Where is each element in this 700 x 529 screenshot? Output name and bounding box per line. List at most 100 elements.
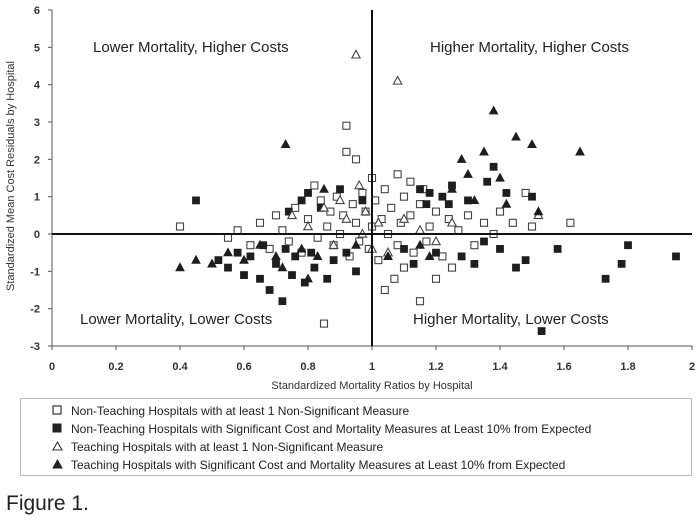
data-point-open-square: [291, 203, 300, 212]
data-point-open-square: [409, 248, 418, 257]
x-tick-label: 1.8: [620, 361, 635, 373]
data-point-filled-square: [291, 252, 300, 261]
data-point-open-square: [470, 241, 479, 250]
data-point-open-square: [316, 196, 325, 205]
data-point-filled-triangle: [271, 251, 281, 261]
y-tick-label: 1: [34, 192, 40, 204]
data-point-filled-square: [624, 241, 632, 250]
data-point-open-square: [342, 147, 351, 156]
data-point-open-square: [319, 319, 329, 328]
data-point-open-square: [566, 218, 575, 227]
data-point-open-square: [431, 207, 441, 216]
data-point-filled-triangle: [239, 254, 249, 264]
x-tick-label: 1.4: [492, 361, 508, 373]
data-point-open-square: [415, 200, 425, 209]
data-point-open-triangle: [341, 213, 352, 223]
data-point-open-square: [387, 203, 396, 212]
data-point-open-square: [313, 233, 322, 242]
data-point-filled-triangle: [351, 239, 361, 249]
data-point-filled-triangle: [223, 247, 233, 257]
data-point-filled-triangle: [303, 273, 313, 283]
y-tick-label: -1: [30, 266, 40, 278]
data-point-filled-triangle: [383, 251, 393, 261]
legend-item-non-teaching-nonsig: Non-Teaching Hospitals with at least 1 N…: [49, 403, 409, 419]
data-point-filled-square: [323, 274, 332, 283]
x-tick-label: 0.6: [236, 361, 251, 373]
data-point-filled-triangle: [447, 183, 457, 193]
data-point-filled-triangle: [488, 105, 499, 115]
data-point-open-square: [380, 285, 389, 295]
y-tick-label: -3: [30, 341, 40, 353]
y-tick-label: -2: [30, 304, 40, 316]
legend-item-non-teaching-sig: Non-Teaching Hospitals with Significant …: [49, 421, 591, 437]
data-point-filled-square: [537, 327, 546, 335]
data-point-filled-square: [470, 259, 479, 268]
data-point-open-square: [431, 274, 441, 283]
data-point-filled-square: [342, 248, 351, 257]
data-point-filled-triangle: [415, 239, 425, 249]
legend-label: Teaching Hospitals with Significant Cost…: [71, 458, 566, 472]
data-point-open-square: [374, 256, 383, 265]
data-point-filled-triangle: [495, 172, 505, 182]
data-point-filled-square: [214, 256, 223, 265]
data-point-filled-triangle: [527, 139, 537, 149]
data-point-open-square: [380, 185, 389, 194]
data-point-filled-square: [297, 196, 306, 205]
y-tick-label: 4: [34, 80, 41, 92]
data-point-filled-square: [457, 252, 466, 261]
data-point-filled-square: [422, 200, 431, 209]
data-point-open-square: [246, 241, 255, 250]
y-tick-label: 5: [34, 42, 40, 54]
data-point-open-square: [399, 192, 409, 201]
quadrant-label-bottom-right: Higher Mortality, Lower Costs: [413, 311, 609, 328]
data-point-open-square: [399, 263, 409, 272]
data-point-filled-square: [512, 263, 520, 272]
legend-item-teaching-nonsig: Teaching Hospitals with at least 1 Non-S…: [49, 439, 383, 455]
data-point-filled-triangle: [469, 195, 480, 205]
legend-item-teaching-sig: Teaching Hospitals with Significant Cost…: [49, 457, 565, 473]
data-point-filled-square: [444, 200, 453, 209]
data-point-open-triangle: [446, 217, 458, 227]
data-point-open-square: [463, 211, 473, 220]
data-point-filled-square: [281, 245, 290, 253]
data-point-filled-square: [416, 185, 424, 194]
data-point-filled-square: [672, 252, 680, 261]
x-axis-title: Standardized Mortality Ratios by Hospita…: [271, 380, 472, 392]
open-triangle-icon: [49, 440, 65, 454]
data-point-filled-square: [358, 196, 367, 205]
data-point-open-square: [393, 170, 402, 179]
data-point-filled-triangle: [312, 251, 323, 261]
data-point-open-square: [265, 244, 274, 253]
data-point-open-square: [406, 177, 415, 186]
data-point-open-square: [422, 237, 431, 246]
data-point-open-triangle: [354, 179, 365, 190]
open-square-icon: [49, 404, 65, 418]
data-point-open-square: [351, 218, 361, 227]
quadrant-label-top-left: Lower Mortality, Higher Costs: [93, 39, 289, 56]
data-point-filled-square: [246, 252, 255, 261]
data-point-open-square: [271, 211, 281, 220]
data-point-filled-square: [265, 286, 274, 294]
y-axis-ticks: 6 5 4 3 2 1 0 -1 -2 -3: [30, 5, 52, 353]
data-point-filled-square: [352, 267, 360, 276]
quadrant-label-bottom-left: Lower Mortality, Lower Costs: [80, 311, 272, 328]
data-point-open-square: [233, 226, 242, 235]
y-tick-label: 6: [34, 5, 40, 17]
data-point-open-triangle: [373, 217, 384, 227]
filled-triangle-icon: [49, 458, 65, 472]
data-point-filled-square: [329, 256, 338, 265]
data-point-open-square: [175, 222, 185, 231]
data-point-filled-triangle: [424, 251, 435, 261]
y-axis-title: Standardized Mean Cost Residuals by Hosp…: [5, 61, 17, 291]
x-tick-label: 1: [369, 361, 375, 373]
data-point-open-square: [479, 218, 489, 227]
data-point-open-square: [351, 155, 361, 164]
data-point-open-square: [527, 222, 537, 231]
y-tick-label: 0: [34, 229, 40, 241]
data-point-open-square: [406, 211, 415, 220]
data-point-filled-square: [304, 189, 312, 197]
x-tick-label: 0.4: [172, 361, 188, 373]
x-tick-label: 0: [49, 361, 55, 373]
data-point-filled-triangle: [191, 254, 201, 264]
data-point-filled-square: [272, 259, 280, 268]
